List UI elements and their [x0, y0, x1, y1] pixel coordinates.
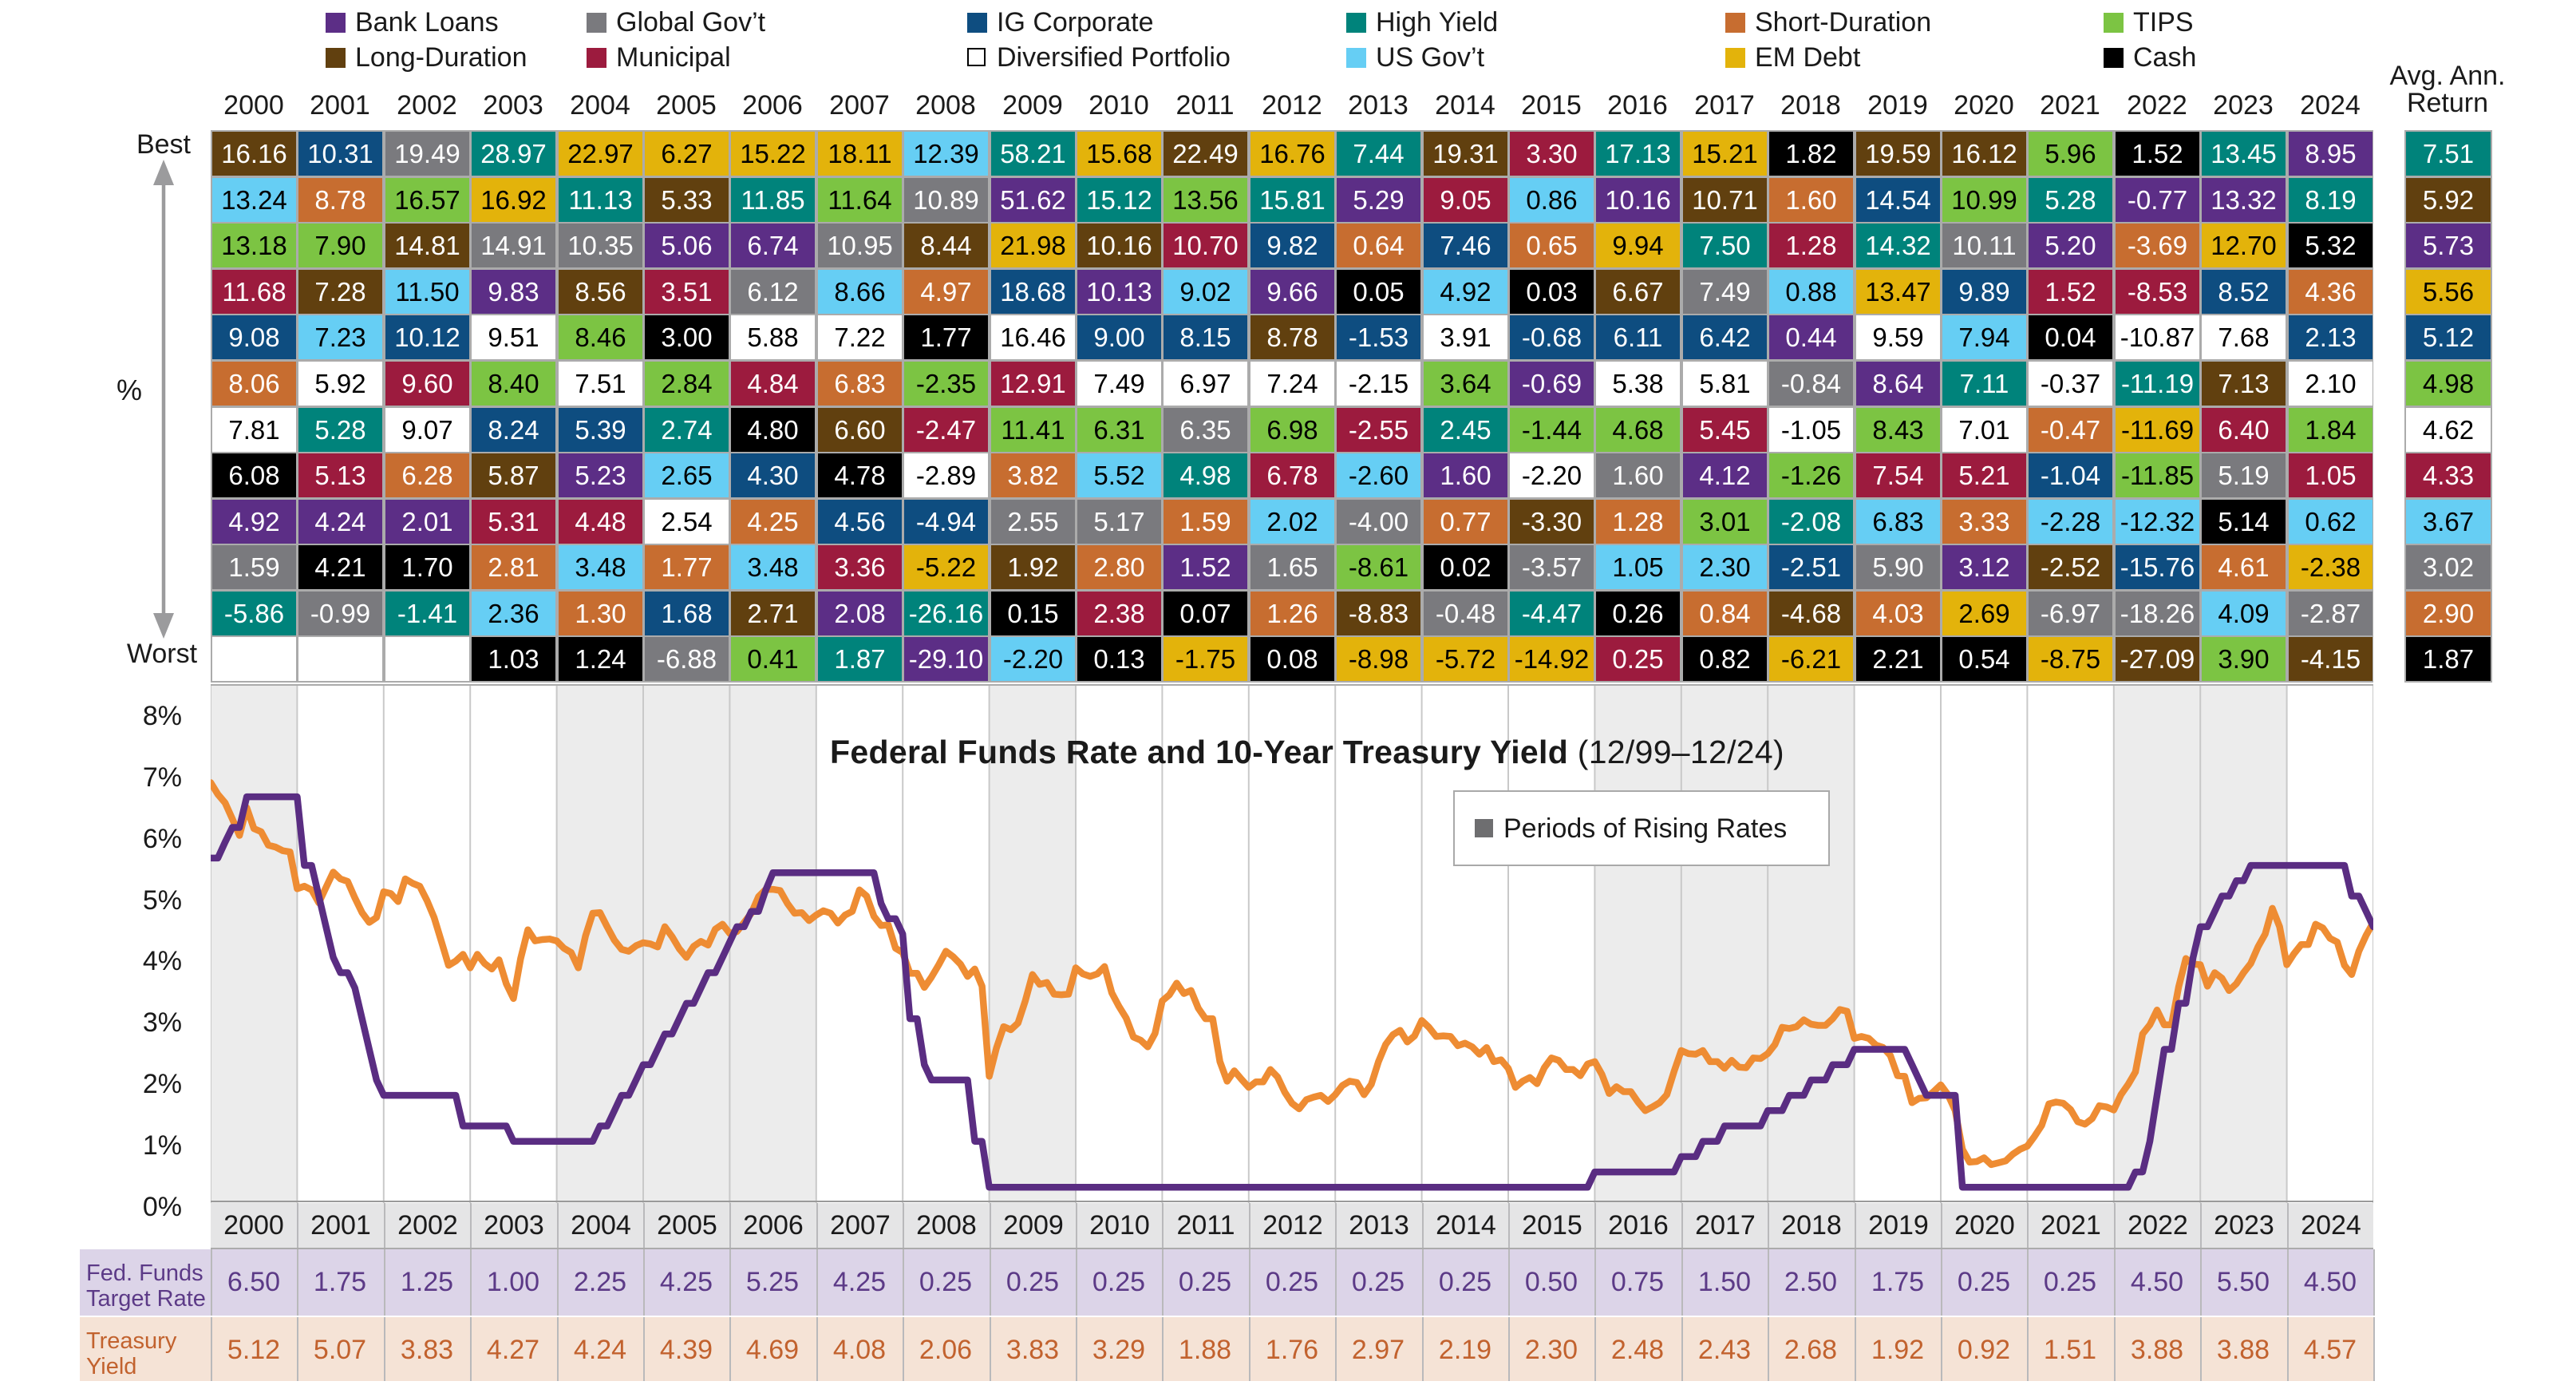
svg-text:Periods of Rising Rates: Periods of Rising Rates: [1503, 813, 1787, 844]
